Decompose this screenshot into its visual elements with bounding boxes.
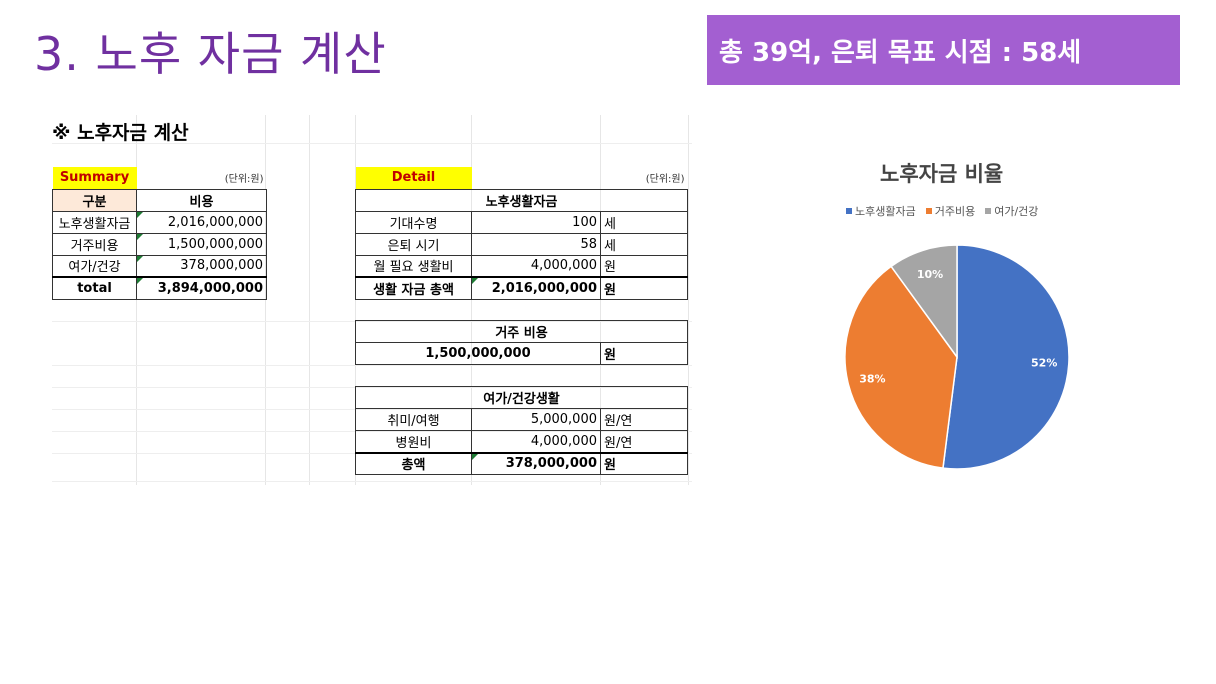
summary-row-name[interactable]: 거주비용	[52, 232, 137, 256]
pie-slice[interactable]	[844, 265, 958, 469]
legend-label: 여가/건강	[994, 205, 1039, 218]
table-row: 월 필요 생활비 4,000,000 원	[355, 254, 688, 278]
leisure-total-name[interactable]: 총액	[355, 452, 472, 475]
legend-swatch	[925, 208, 932, 214]
summary-table: Summary (단위:원) 구분 비용 노후생활자금 2,016,000,00…	[52, 167, 267, 300]
summary-unit: (단위:원)	[224, 174, 264, 186]
summary-header-category: 구분	[52, 188, 137, 212]
living-row-name[interactable]: 기대수명	[355, 210, 472, 234]
table-row: 취미/여행 5,000,000 원/연	[355, 408, 689, 431]
leisure-row-unit[interactable]: 원/연	[599, 408, 689, 431]
living-total-name[interactable]: 생활 자금 총액	[355, 276, 472, 300]
summary-row-value[interactable]: 2,016,000,000	[136, 210, 267, 234]
living-title: 노후생활자금	[355, 188, 688, 212]
spreadsheet: ※ 노후자금 계산 Summary (단위:원) 구분 비용 노후생활자금 2,…	[52, 115, 692, 485]
legend-label: 노후생활자금	[855, 205, 916, 218]
leisure-total-unit[interactable]: 원	[599, 452, 689, 475]
leisure-title: 여가/건강생활	[354, 386, 689, 409]
living-row-name[interactable]: 은퇴 시기	[355, 232, 472, 256]
living-row-unit[interactable]: 원	[600, 254, 688, 278]
pie-slice[interactable]	[942, 244, 1070, 470]
table-row: 거주비용 1,500,000,000	[52, 232, 267, 256]
pie-slice[interactable]	[890, 244, 958, 360]
living-row-unit[interactable]: 세	[600, 210, 688, 234]
summary-header-cost: 비용	[136, 188, 267, 212]
summary-row-name[interactable]: 여가/건강	[52, 254, 137, 278]
detail-living-table: Detail (단위:원) 노후생활자금 기대수명 100 세 은퇴 시기 58…	[355, 167, 688, 300]
detail-housing-table: 거주 비용 1,500,000,000 원	[355, 320, 688, 365]
pie-data-label: 38%	[859, 373, 885, 386]
living-row-value[interactable]: 4,000,000	[471, 254, 601, 278]
summary-label: Summary	[52, 167, 137, 189]
housing-value[interactable]: 1,500,000,000	[355, 342, 601, 365]
table-row: 은퇴 시기 58 세	[355, 232, 688, 256]
detail-unit: (단위:원)	[645, 174, 685, 186]
legend-swatch	[846, 208, 852, 214]
table-row: 병원비 4,000,000 원/연	[355, 430, 689, 454]
living-total-unit[interactable]: 원	[600, 276, 688, 300]
chart-title: 노후자금 비율	[880, 162, 1004, 186]
table-row: 생활 자금 총액 2,016,000,000 원	[355, 276, 688, 300]
table-row: 여가/건강 378,000,000	[52, 254, 267, 278]
summary-row-value[interactable]: 378,000,000	[136, 254, 267, 278]
target-banner: 총 39억, 은퇴 목표 시점 : 58세	[707, 15, 1180, 85]
leisure-row-unit[interactable]: 원/연	[599, 430, 689, 454]
pie-chart: 52% 38% 10%	[844, 244, 1070, 470]
housing-title: 거주 비용	[355, 320, 688, 343]
pie-data-label: 10%	[917, 268, 943, 281]
table-row: 1,500,000,000 원	[355, 342, 688, 365]
chart-legend: 노후생활자금 거주비용 여가/건강	[846, 203, 1038, 219]
table-row: 총액 378,000,000 원	[355, 452, 689, 475]
table-row: 노후생활자금 2,016,000,000	[52, 210, 267, 234]
summary-total-label[interactable]: total	[52, 276, 137, 300]
living-row-unit[interactable]: 세	[600, 232, 688, 256]
leisure-row-value[interactable]: 4,000,000	[471, 430, 601, 454]
leisure-row-name[interactable]: 취미/여행	[355, 408, 472, 431]
slide-title: 3. 노후 자금 계산	[34, 27, 387, 81]
legend-item: 노후생활자금	[846, 203, 916, 219]
living-total-value[interactable]: 2,016,000,000	[471, 276, 601, 300]
legend-item: 거주비용	[925, 203, 976, 219]
pie-data-label: 52%	[1031, 356, 1057, 369]
detail-leisure-table: 여가/건강생활 취미/여행 5,000,000 원/연 병원비 4,000,00…	[354, 386, 689, 475]
legend-swatch	[985, 208, 992, 214]
leisure-row-name[interactable]: 병원비	[355, 430, 472, 454]
living-row-value[interactable]: 58	[471, 232, 601, 256]
leisure-row-value[interactable]: 5,000,000	[471, 408, 601, 431]
living-row-value[interactable]: 100	[471, 210, 601, 234]
summary-total-value[interactable]: 3,894,000,000	[136, 276, 267, 300]
housing-unit[interactable]: 원	[600, 342, 688, 365]
detail-label: Detail	[355, 167, 472, 189]
living-row-name[interactable]: 월 필요 생활비	[355, 254, 472, 278]
summary-row-name[interactable]: 노후생활자금	[52, 210, 137, 234]
table-row: 기대수명 100 세	[355, 210, 688, 234]
sheet-heading: ※ 노후자금 계산	[52, 122, 189, 144]
table-row: total 3,894,000,000	[52, 276, 267, 300]
legend-label: 거주비용	[934, 205, 976, 218]
legend-item: 여가/건강	[985, 203, 1038, 219]
summary-row-value[interactable]: 1,500,000,000	[136, 232, 267, 256]
leisure-total-value[interactable]: 378,000,000	[471, 452, 601, 475]
